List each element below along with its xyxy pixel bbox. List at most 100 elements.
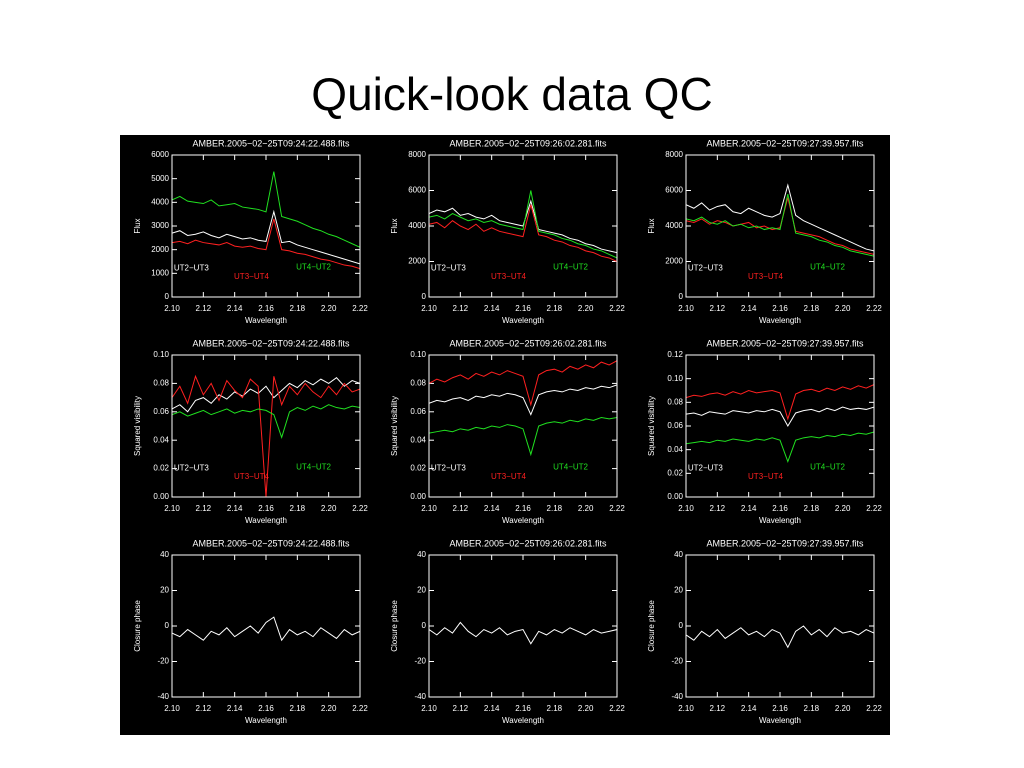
x-tick-label: 2.10 [678, 304, 694, 313]
y-tick-label: 0.08 [410, 379, 426, 388]
y-tick-label: 20 [674, 586, 683, 595]
y-tick-label: -40 [157, 692, 169, 701]
series-label: UT2−UT3 [174, 264, 209, 273]
y-axis-label: Flux [390, 218, 399, 233]
chart-title: AMBER.2005−02−25T09:24:22.488.fits [192, 538, 350, 548]
y-tick-label: 6000 [408, 186, 426, 195]
chart-title: AMBER.2005−02−25T09:24:22.488.fits [192, 338, 350, 348]
x-tick-label: 2.12 [710, 504, 726, 513]
x-tick-label: 2.10 [164, 504, 180, 513]
y-tick-label: 0.06 [667, 421, 683, 430]
series-line [172, 404, 360, 439]
y-axis-label: Closure phase [390, 600, 399, 652]
x-tick-label: 2.14 [741, 304, 757, 313]
x-tick-label: 2.18 [804, 704, 820, 713]
series-line [172, 209, 360, 265]
x-tick-label: 2.12 [196, 704, 212, 713]
series-line [429, 190, 617, 259]
series-label: UT2−UT3 [688, 264, 723, 273]
y-tick-label: 20 [417, 586, 426, 595]
y-axis-label: Flux [133, 218, 142, 233]
y-axis-label: Squared visibility [133, 396, 142, 456]
y-tick-label: 0.04 [410, 435, 426, 444]
y-tick-label: 2000 [665, 257, 683, 266]
y-tick-label: 0.08 [667, 397, 683, 406]
series-line [686, 625, 874, 649]
x-tick-label: 2.12 [453, 304, 469, 313]
y-tick-label: 6000 [151, 150, 169, 159]
x-tick-label: 2.20 [321, 704, 337, 713]
y-tick-label: -20 [414, 657, 426, 666]
chart-title: AMBER.2005−02−25T09:27:39.957.fits [706, 138, 864, 148]
x-tick-label: 2.20 [321, 504, 337, 513]
x-tick-label: 2.18 [804, 304, 820, 313]
plot-frame [685, 154, 875, 298]
x-tick-label: 2.20 [578, 704, 594, 713]
x-tick-label: 2.16 [772, 504, 788, 513]
y-tick-label: 6000 [665, 186, 683, 195]
chart-title: AMBER.2005−02−25T09:26:02.281.fits [449, 538, 607, 548]
x-tick-label: 2.18 [290, 504, 306, 513]
series-label: UT3−UT4 [748, 472, 783, 481]
x-tick-label: 2.20 [578, 304, 594, 313]
series-line [429, 360, 617, 407]
x-tick-label: 2.20 [835, 704, 851, 713]
y-tick-label: 0.06 [153, 407, 169, 416]
x-tick-label: 2.22 [609, 704, 625, 713]
x-tick-label: 2.20 [835, 304, 851, 313]
y-tick-label: 4000 [665, 221, 683, 230]
series-label: UT4−UT2 [810, 462, 845, 471]
y-tick-label: 0.10 [410, 350, 426, 359]
y-tick-label: 20 [160, 586, 169, 595]
plot-frame [685, 354, 875, 498]
series-label: UT3−UT4 [491, 472, 526, 481]
x-tick-label: 2.10 [164, 704, 180, 713]
y-tick-label: 0.02 [410, 464, 426, 473]
y-tick-label: 0 [165, 292, 170, 301]
x-tick-label: 2.10 [421, 704, 437, 713]
y-tick-label: 40 [674, 550, 683, 559]
x-tick-label: 2.14 [741, 704, 757, 713]
plot-frame [428, 154, 618, 298]
y-tick-label: 0 [679, 292, 684, 301]
x-tick-label: 2.16 [515, 304, 531, 313]
series-label: UT4−UT2 [553, 462, 588, 471]
x-axis-label: Wavelength [502, 516, 544, 525]
y-tick-label: 0 [422, 292, 427, 301]
y-tick-label: -20 [157, 657, 169, 666]
y-tick-label: 0.12 [667, 350, 683, 359]
x-tick-label: 2.12 [453, 704, 469, 713]
plot-frame [428, 554, 618, 698]
y-tick-label: 40 [417, 550, 426, 559]
y-tick-label: -40 [414, 692, 426, 701]
plot-frame [428, 354, 618, 498]
series-label: UT3−UT4 [234, 272, 269, 281]
series-line [172, 377, 360, 413]
x-tick-label: 2.18 [547, 704, 563, 713]
y-axis-label: Squared visibility [390, 396, 399, 456]
series-line [172, 616, 360, 642]
y-axis-label: Closure phase [647, 600, 656, 652]
y-tick-label: 4000 [408, 221, 426, 230]
x-tick-label: 2.10 [164, 304, 180, 313]
x-axis-label: Wavelength [759, 316, 801, 325]
chart-title: AMBER.2005−02−25T09:27:39.957.fits [706, 538, 864, 548]
x-tick-label: 2.10 [421, 504, 437, 513]
series-label: UT4−UT2 [553, 262, 588, 271]
plot-frame [685, 554, 875, 698]
x-tick-label: 2.14 [484, 704, 500, 713]
x-tick-label: 2.10 [421, 304, 437, 313]
series-line [686, 384, 874, 421]
x-tick-label: 2.18 [804, 504, 820, 513]
x-tick-label: 2.22 [352, 304, 368, 313]
series-label: UT4−UT2 [296, 462, 331, 471]
y-tick-label: 0.00 [410, 492, 426, 501]
y-tick-label: 0.02 [667, 468, 683, 477]
y-tick-label: 2000 [408, 257, 426, 266]
y-tick-label: 0 [422, 621, 427, 630]
series-line [172, 374, 360, 497]
series-line [686, 183, 874, 252]
x-tick-label: 2.22 [866, 704, 882, 713]
series-label: UT3−UT4 [234, 472, 269, 481]
x-tick-label: 2.16 [258, 304, 274, 313]
